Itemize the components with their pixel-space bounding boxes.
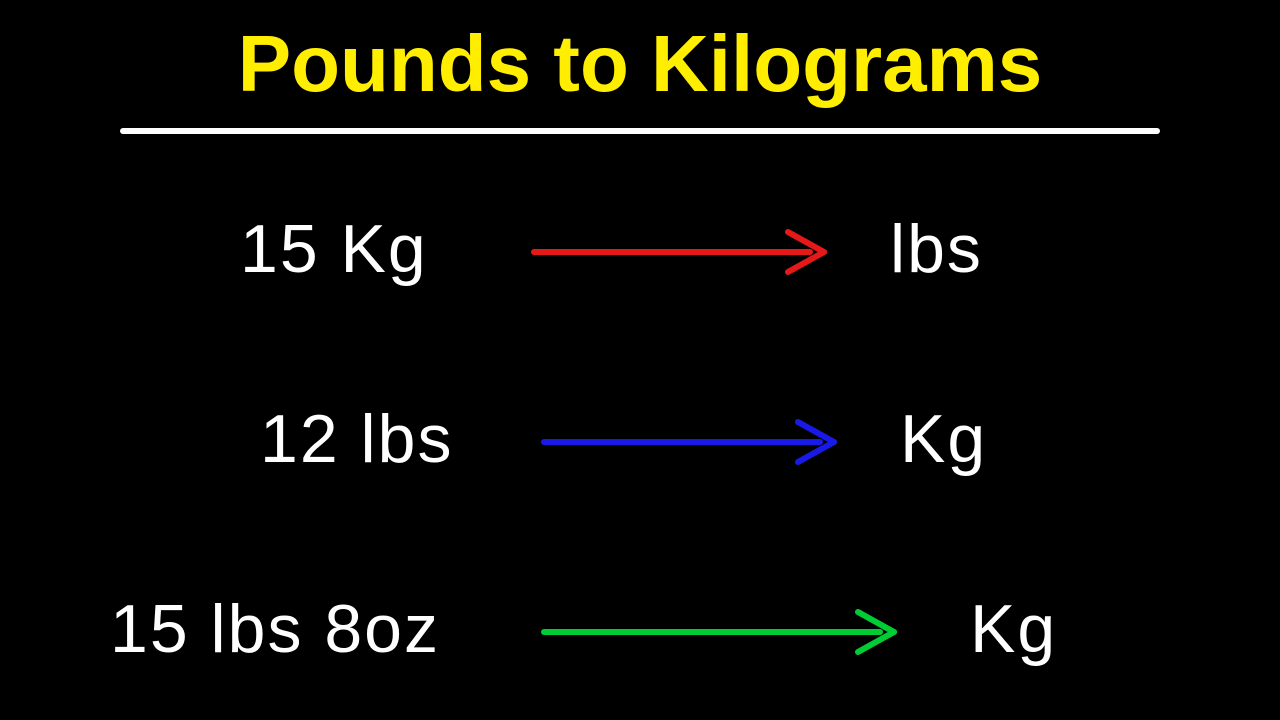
- conversion-to: Kg: [970, 590, 1057, 668]
- page-title: Pounds to Kilograms: [238, 18, 1043, 110]
- arrow-icon: [540, 412, 840, 472]
- title-underline: [120, 128, 1160, 134]
- conversion-from: 15 Kg: [240, 210, 428, 288]
- arrow-icon: [540, 602, 900, 662]
- conversion-to: Kg: [900, 400, 987, 478]
- conversion-from: 12 lbs: [260, 400, 453, 478]
- conversion-from: 15 lbs 8oz: [110, 590, 440, 668]
- conversion-to: lbs: [890, 210, 983, 288]
- arrow-icon: [530, 222, 830, 282]
